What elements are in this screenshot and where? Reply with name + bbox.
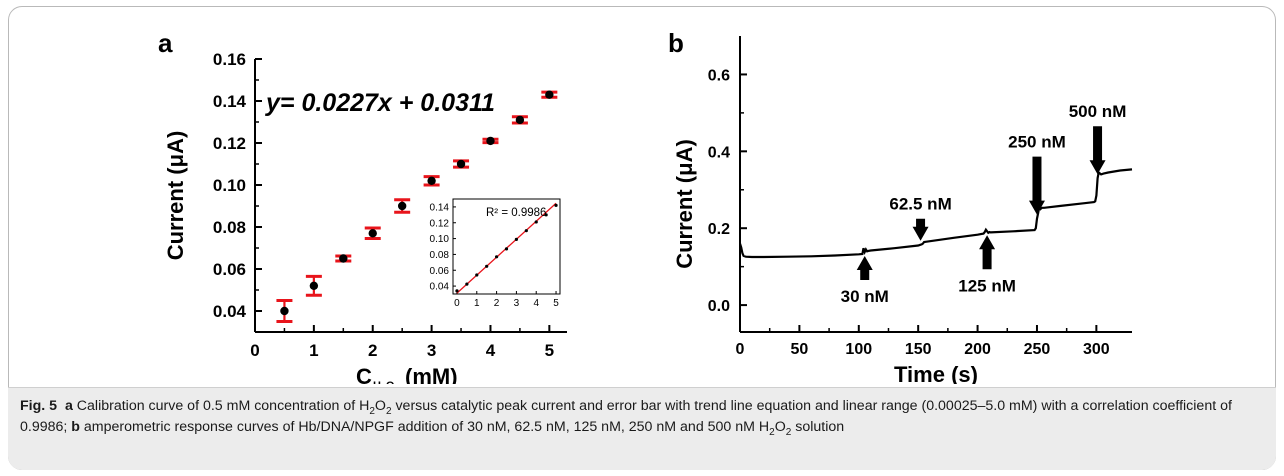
caption-a-sub-2: 2: [385, 405, 392, 417]
caption-a-text-2: O: [374, 398, 386, 414]
panel-b-label: b: [668, 28, 684, 58]
inset-y-tick-label: 0.06: [430, 266, 450, 277]
annotation-arrow: [1089, 126, 1106, 175]
data-point: [545, 90, 554, 99]
x-tick-label: 200: [964, 341, 991, 358]
inset-x-tick-label: 5: [553, 298, 559, 309]
caption-a-text-3: versus catalytic peak current and error …: [20, 398, 1232, 435]
caption-b-sub-1: 2: [769, 426, 775, 438]
x-tick-label: 50: [790, 341, 808, 358]
caption-a-text-1: Calibration curve of 0.5 mM concentratio…: [72, 398, 370, 414]
y-tick-label: 0.0: [708, 298, 730, 315]
y-tick-label: 0.08: [213, 218, 246, 237]
caption-b-text-1: amperometric response curves of Hb/DNA/N…: [79, 419, 770, 435]
inset-data-point: [534, 220, 538, 224]
x-tick-label: 3: [427, 341, 436, 360]
x-axis-label: Time (s): [894, 362, 978, 384]
inset-frame: [452, 198, 561, 295]
inset-data-point: [554, 203, 558, 207]
inset-y-tick-label: 0.04: [430, 282, 450, 293]
inset-y-tick-label: 0.12: [430, 218, 450, 229]
annotation-arrow: [979, 235, 996, 270]
chart-a-svg: a 0.04 0.06 0.08 0.10 0.12 0.14 0.16 0 1 2 3 4 5 Curre…: [158, 28, 567, 392]
x-tick-label: 0: [736, 341, 745, 358]
annotation-label: 250 nM: [1008, 133, 1066, 152]
data-point: [280, 306, 289, 316]
annotation-arrow: [912, 218, 929, 241]
x-tick-label: 300: [1083, 341, 1110, 358]
x-tick-label: 4: [486, 341, 496, 360]
y-tick-label: 0.04: [213, 302, 247, 321]
inset-y-tick-label: 0.08: [430, 250, 450, 261]
inset-data-point: [524, 229, 528, 233]
annotation-arrow: [1028, 156, 1045, 215]
inset-y-tick-label: 0.14: [430, 202, 450, 213]
x-tick-label: 1: [309, 341, 318, 360]
x-axis-label-unit: (mM): [405, 364, 458, 384]
trendline-equation: y= 0.0227x + 0.0311: [264, 89, 495, 117]
caption-a-sub-1: 2: [369, 405, 375, 417]
y-tick-label: 0.14: [213, 92, 247, 111]
inset-x-tick-label: 1: [474, 298, 480, 309]
inset-r2-label: R² = 0.9986: [486, 207, 546, 219]
x-tick-label: 5: [545, 341, 554, 360]
inset-data-point: [475, 273, 479, 277]
inset-data-point: [455, 289, 459, 293]
x-tick-label: 0: [250, 341, 259, 360]
chart-b-svg: b 0.0 0.2 0.4 0.6 0 50 100 150 200 250 300 Current (…: [668, 28, 1133, 387]
data-point: [456, 159, 466, 169]
inset-data-point: [485, 264, 489, 268]
panel-a-label: a: [158, 28, 173, 58]
data-point: [427, 176, 436, 185]
panel-a: a 0.04 0.06 0.08 0.10 0.12 0.14 0.16 0 1 2 3 4 5 Curre…: [150, 14, 630, 392]
inset-x-tick-label: 0: [454, 298, 460, 309]
y-axis-label: Current (μA): [672, 139, 697, 269]
inset-x-tick-label: 2: [494, 298, 500, 309]
amperometric-trace: [738, 168, 1133, 259]
x-tick-label: 2: [368, 341, 377, 360]
caption-fig-label: Fig. 5: [20, 398, 58, 414]
annotation-arrow: [856, 256, 873, 281]
inset-x-tick-label: 3: [514, 298, 520, 309]
inset-x-tick-label: 4: [533, 298, 539, 309]
data-point: [397, 201, 407, 211]
annotation-label: 500 nM: [1069, 102, 1127, 121]
y-tick-label: 0.2: [708, 221, 730, 238]
x-tick-label: 250: [1024, 341, 1051, 358]
inset-y-tick-label: 0.10: [430, 234, 450, 245]
y-axis-label: Current (μA): [163, 131, 188, 261]
x-tick-label: 150: [905, 341, 932, 358]
caption-b-text-2: O: [774, 419, 786, 435]
data-point: [339, 254, 348, 263]
x-axis-label-main: C: [356, 364, 372, 384]
y-tick-label: 0.6: [708, 67, 730, 84]
inset-data-point: [494, 255, 499, 259]
data-point: [515, 115, 525, 125]
inset-data-point: [465, 282, 469, 286]
figure-caption: Fig. 5 a Calibration curve of 0.5 mM con…: [8, 387, 1276, 470]
y-tick-label: 0.10: [213, 176, 246, 195]
data-point: [486, 136, 495, 146]
annotation-label: 125 nM: [958, 276, 1016, 295]
y-tick-label: 0.16: [213, 50, 246, 69]
inset-data-point: [504, 247, 509, 251]
data-point: [368, 229, 377, 238]
caption-b-sub-2: 2: [785, 426, 792, 438]
y-tick-label: 0.12: [213, 134, 246, 153]
x-axis-label-sub: H₂O₂: [373, 380, 399, 384]
caption-a-label: a: [64, 398, 73, 414]
y-tick-label: 0.4: [708, 144, 730, 161]
annotation-label: 30 nM: [841, 287, 889, 306]
data-point: [309, 281, 319, 290]
x-tick-label: 100: [845, 341, 872, 358]
inset-data-point: [514, 237, 519, 241]
panel-b: b 0.0 0.2 0.4 0.6 0 50 100 150 200 250 300 Current (…: [660, 14, 1140, 389]
inset-data-point: [544, 213, 548, 217]
y-tick-label: 0.06: [213, 260, 246, 279]
caption-b-text-3: solution: [791, 419, 845, 435]
caption-b-label: b: [71, 419, 80, 435]
annotation-label: 62.5 nM: [889, 195, 951, 214]
